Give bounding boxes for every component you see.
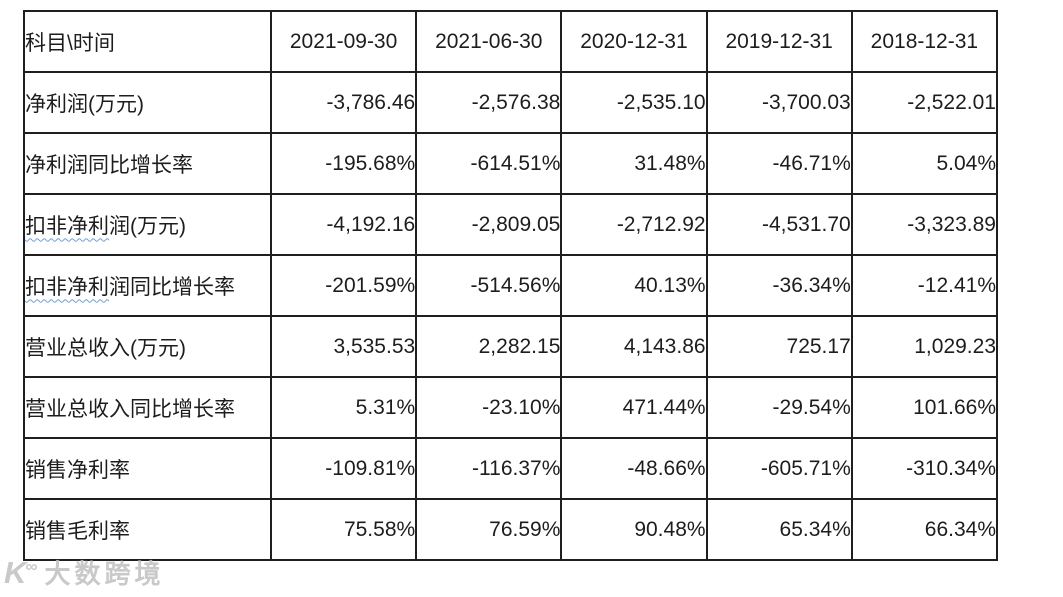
value-cell: -2,712.92 <box>560 193 708 256</box>
value-cell: 2,282.15 <box>415 315 563 378</box>
corner-header-cell: 科目\时间 <box>23 10 272 73</box>
value-cell: -3,786.46 <box>269 71 418 134</box>
financial-metrics-table: 科目\时间 2021-09-30 2021-06-30 2020-12-31 2019… <box>23 10 999 561</box>
value-cell: -2,809.05 <box>415 193 563 256</box>
value-cell: -109.81% <box>269 437 418 500</box>
spellcheck-marked-text: 扣非净利 <box>25 214 109 238</box>
table-row: 扣非净利润同比增长率 -201.59% -514.56% 40.13% -36.34% -… <box>23 254 999 317</box>
value-cell: 5.04% <box>850 132 999 195</box>
value-cell: -29.54% <box>705 376 853 439</box>
value-cell: -310.34% <box>850 437 999 500</box>
table-row: 扣非净利润(万元) -4,192.16 -2,809.05 -2,712.92 -4,5… <box>23 193 999 256</box>
value-cell: -2,522.01 <box>850 71 999 134</box>
value-cell: 471.44% <box>560 376 708 439</box>
column-header: 2021-06-30 <box>415 10 563 73</box>
value-cell: -2,535.10 <box>560 71 708 134</box>
table-row: 营业总收入(万元) 3,535.53 2,282.15 4,143.86 725.17 1… <box>23 315 999 378</box>
value-cell: 101.66% <box>850 376 999 439</box>
row-label: 销售毛利率 <box>25 519 130 543</box>
value-cell: -36.34% <box>705 254 853 317</box>
value-cell: 1,029.23 <box>850 315 999 378</box>
spellcheck-marked-text: 扣非净利 <box>25 275 109 299</box>
value-cell: -2,576.38 <box>415 71 563 134</box>
value-cell: 40.13% <box>560 254 708 317</box>
value-cell: -4,531.70 <box>705 193 853 256</box>
value-cell: 31.48% <box>560 132 708 195</box>
column-header: 2020-12-31 <box>560 10 708 73</box>
value-cell: -3,323.89 <box>850 193 999 256</box>
table-body: 净利润(万元) -3,786.46 -2,576.38 -2,535.10 -3,700… <box>23 71 999 561</box>
row-label-cell: 扣非净利润(万元) <box>23 193 272 256</box>
row-label-cell: 扣非净利润同比增长率 <box>23 254 272 317</box>
value-cell: -116.37% <box>415 437 563 500</box>
row-label-cell: 营业总收入同比增长率 <box>23 376 272 439</box>
row-label-cell: 营业总收入(万元) <box>23 315 272 378</box>
value-cell: -514.56% <box>415 254 563 317</box>
row-label-cell: 净利润同比增长率 <box>23 132 272 195</box>
value-cell: 76.59% <box>415 498 563 561</box>
value-cell: -4,192.16 <box>269 193 418 256</box>
value-cell: -46.71% <box>705 132 853 195</box>
row-label-cell: 销售毛利率 <box>23 498 272 561</box>
value-cell: 75.58% <box>269 498 418 561</box>
row-label-cell: 销售净利率 <box>23 437 272 500</box>
column-header: 2019-12-31 <box>705 10 853 73</box>
row-label: 润同比增长率 <box>109 275 235 299</box>
value-cell: 66.34% <box>850 498 999 561</box>
value-cell: -23.10% <box>415 376 563 439</box>
row-label: 净利润(万元) <box>25 92 144 116</box>
column-header: 2018-12-31 <box>850 10 999 73</box>
table-row: 净利润(万元) -3,786.46 -2,576.38 -2,535.10 -3,700… <box>23 71 999 134</box>
value-cell: 65.34% <box>705 498 853 561</box>
table-row: 净利润同比增长率 -195.68% -614.51% 31.48% -46.71% 5.0… <box>23 132 999 195</box>
table-row: 销售净利率 -109.81% -116.37% -48.66% -605.71% -310… <box>23 437 999 500</box>
row-label: 营业总收入(万元) <box>25 336 186 360</box>
column-header: 2021-09-30 <box>269 10 418 73</box>
value-cell: 5.31% <box>269 376 418 439</box>
value-cell: -614.51% <box>415 132 563 195</box>
value-cell: 4,143.86 <box>560 315 708 378</box>
value-cell: -195.68% <box>269 132 418 195</box>
value-cell: 725.17 <box>705 315 853 378</box>
table-row: 营业总收入同比增长率 5.31% -23.10% 471.44% -29.54% 101.… <box>23 376 999 439</box>
row-label: 营业总收入同比增长率 <box>25 397 235 421</box>
row-label: 净利润同比增长率 <box>25 153 193 177</box>
value-cell: -605.71% <box>705 437 853 500</box>
value-cell: 90.48% <box>560 498 708 561</box>
table-row: 销售毛利率 75.58% 76.59% 90.48% 65.34% 66.34% <box>23 498 999 561</box>
value-cell: -12.41% <box>850 254 999 317</box>
row-label: 润(万元) <box>109 214 186 238</box>
header-row: 科目\时间 2021-09-30 2021-06-30 2020-12-31 2019… <box>23 10 999 73</box>
row-label-cell: 净利润(万元) <box>23 71 272 134</box>
value-cell: -48.66% <box>560 437 708 500</box>
value-cell: 3,535.53 <box>269 315 418 378</box>
row-label: 销售净利率 <box>25 458 130 482</box>
value-cell: -3,700.03 <box>705 71 853 134</box>
value-cell: -201.59% <box>269 254 418 317</box>
